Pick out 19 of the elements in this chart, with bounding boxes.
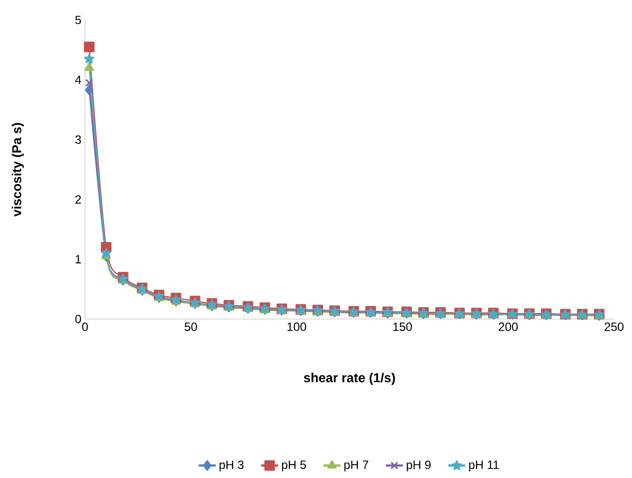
y-axis-title: viscosity (Pa s) [12, 123, 24, 217]
y-tick-label: 1 [76, 255, 81, 264]
x-tick-label: 250 [604, 322, 624, 331]
y-tick-label: 3 [75, 135, 81, 144]
x-tick-label: 100 [288, 322, 306, 331]
y-tick-label: 5 [75, 16, 81, 24]
x-tick-label: 200 [498, 322, 518, 331]
y-tick-label: 4 [75, 76, 82, 84]
legend-label: pH 7 [344, 460, 368, 472]
y-tick-label: 0 [75, 314, 82, 324]
legend-label: pH 3 [220, 460, 244, 472]
x-tick-label: 50 [184, 322, 197, 331]
y-tick-label: 2 [75, 195, 81, 204]
legend-label: pH 11 [469, 460, 499, 472]
x-axis-title: shear rate (1/s) [304, 372, 395, 385]
x-tick-label: 150 [393, 322, 412, 331]
legend-label: pH 5 [282, 460, 306, 472]
legend-label: pH 9 [406, 460, 431, 472]
x-tick-label: 0 [82, 322, 88, 331]
